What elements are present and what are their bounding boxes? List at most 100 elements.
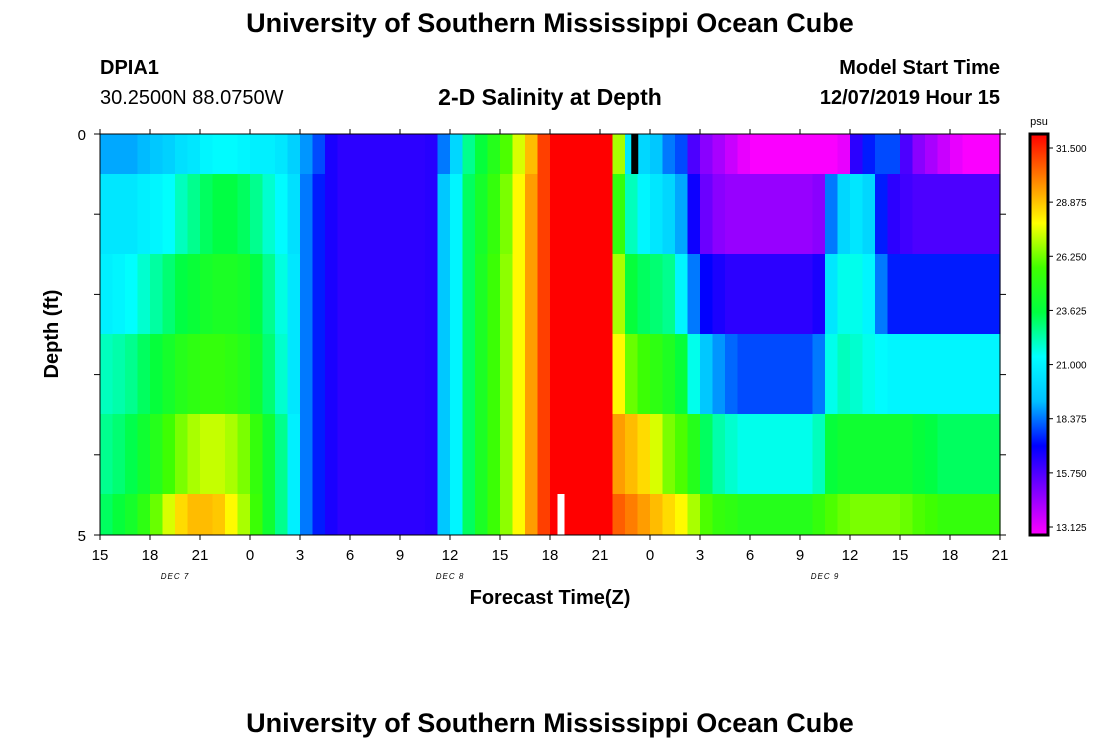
heatmap-cell bbox=[212, 494, 226, 535]
heatmap-cell bbox=[687, 414, 701, 494]
heatmap-cell bbox=[487, 254, 501, 334]
heatmap-cell bbox=[287, 494, 301, 535]
heatmap-cell bbox=[350, 414, 364, 494]
heatmap-cell bbox=[550, 254, 564, 334]
heatmap-cell bbox=[350, 254, 364, 334]
heatmap-cell bbox=[625, 494, 639, 535]
heatmap-cell bbox=[950, 494, 964, 535]
heatmap-cell bbox=[637, 174, 651, 254]
heatmap-cell bbox=[700, 414, 714, 494]
heatmap-cell bbox=[950, 414, 964, 494]
heatmap-cell bbox=[737, 334, 751, 414]
heatmap-cell bbox=[587, 334, 601, 414]
heatmap-cell bbox=[937, 494, 951, 535]
heatmap-cell bbox=[225, 174, 239, 254]
heatmap-cell bbox=[712, 174, 726, 254]
heatmap-cell bbox=[962, 334, 976, 414]
heatmap-cell bbox=[900, 494, 914, 535]
heatmap-cell bbox=[925, 134, 939, 174]
heatmap-cell bbox=[262, 134, 276, 174]
heatmap-cell bbox=[275, 494, 289, 535]
heatmap-cell bbox=[225, 334, 239, 414]
heatmap-cell bbox=[362, 254, 376, 334]
x-tick-label: 21 bbox=[192, 547, 209, 564]
heatmap-cell bbox=[825, 494, 839, 535]
heatmap-cell bbox=[537, 254, 551, 334]
y-tick-label: 0 bbox=[78, 127, 86, 144]
heatmap-cell bbox=[337, 134, 351, 174]
heatmap-cell bbox=[362, 134, 376, 174]
heatmap-cell bbox=[150, 494, 164, 535]
heatmap-cell bbox=[987, 254, 1001, 334]
heatmap-cell bbox=[837, 174, 851, 254]
heatmap-cell bbox=[587, 254, 601, 334]
heatmap-cell bbox=[125, 414, 139, 494]
heatmap-cell bbox=[187, 174, 201, 254]
heatmap-cell bbox=[912, 254, 926, 334]
heatmap-cell bbox=[462, 414, 476, 494]
x-tick-label: 18 bbox=[542, 547, 559, 564]
heatmap-cell bbox=[375, 174, 389, 254]
model-start-label: Model Start Time bbox=[839, 57, 1000, 79]
heatmap-cell bbox=[100, 254, 114, 334]
heatmap-cell bbox=[350, 134, 364, 174]
heatmap-cell bbox=[512, 174, 526, 254]
heatmap-cell bbox=[612, 334, 626, 414]
x-tick-label: 15 bbox=[92, 547, 109, 564]
x-tick-label: 3 bbox=[296, 547, 304, 564]
heatmap-cell bbox=[587, 134, 601, 174]
heatmap-cell bbox=[375, 334, 389, 414]
heatmap-cell bbox=[262, 334, 276, 414]
heatmap-cell bbox=[325, 174, 339, 254]
heatmap-cell bbox=[112, 254, 126, 334]
heatmap-cell bbox=[250, 494, 264, 535]
heatmap-cell bbox=[737, 174, 751, 254]
heatmap-cell bbox=[462, 134, 476, 174]
heatmap-cell bbox=[312, 334, 326, 414]
heatmap-cell bbox=[112, 334, 126, 414]
heatmap-cell bbox=[862, 134, 876, 174]
heatmap-cell bbox=[862, 414, 876, 494]
heatmap-cell bbox=[850, 254, 864, 334]
heatmap-cell bbox=[900, 334, 914, 414]
heatmap-cell bbox=[537, 494, 551, 535]
heatmap-cell bbox=[850, 494, 864, 535]
heatmap-cell bbox=[100, 134, 114, 174]
heatmap-cell bbox=[300, 414, 314, 494]
heatmap-cell bbox=[350, 494, 364, 535]
heatmap-cell bbox=[925, 414, 939, 494]
y-axis-label: Depth (ft) bbox=[41, 290, 63, 379]
heatmap-cell bbox=[775, 174, 789, 254]
heatmap-cell bbox=[412, 134, 426, 174]
heatmap-cell bbox=[862, 174, 876, 254]
heatmap-cell bbox=[875, 494, 889, 535]
heatmap-cell bbox=[875, 414, 889, 494]
heatmap-cell bbox=[737, 414, 751, 494]
heatmap-cell bbox=[762, 334, 776, 414]
heatmap-cell bbox=[337, 254, 351, 334]
heatmap-cell bbox=[187, 254, 201, 334]
heatmap-cell bbox=[237, 494, 251, 535]
heatmap-cell bbox=[462, 334, 476, 414]
heatmap-cell bbox=[275, 174, 289, 254]
heatmap-cell bbox=[150, 334, 164, 414]
heatmap-cell bbox=[562, 334, 576, 414]
heatmap-cell bbox=[412, 414, 426, 494]
heatmap-cell bbox=[762, 254, 776, 334]
heatmap-cell bbox=[600, 254, 614, 334]
heatmap-cell bbox=[637, 134, 651, 174]
heatmap-cell bbox=[400, 134, 414, 174]
x-tick-label: 6 bbox=[746, 547, 754, 564]
heatmap-cell bbox=[912, 134, 926, 174]
colorbar-tick-label: 26.250 bbox=[1056, 252, 1087, 263]
heatmap-cell bbox=[812, 254, 826, 334]
heatmap-cell bbox=[787, 254, 801, 334]
heatmap-cell bbox=[125, 174, 139, 254]
heatmap-cell bbox=[300, 134, 314, 174]
heatmap-cell bbox=[325, 134, 339, 174]
heatmap-cell bbox=[387, 174, 401, 254]
colorbar-tick-label: 28.875 bbox=[1056, 198, 1087, 209]
heatmap-cell bbox=[325, 414, 339, 494]
heatmap-cell bbox=[562, 254, 576, 334]
heatmap-cell bbox=[600, 334, 614, 414]
